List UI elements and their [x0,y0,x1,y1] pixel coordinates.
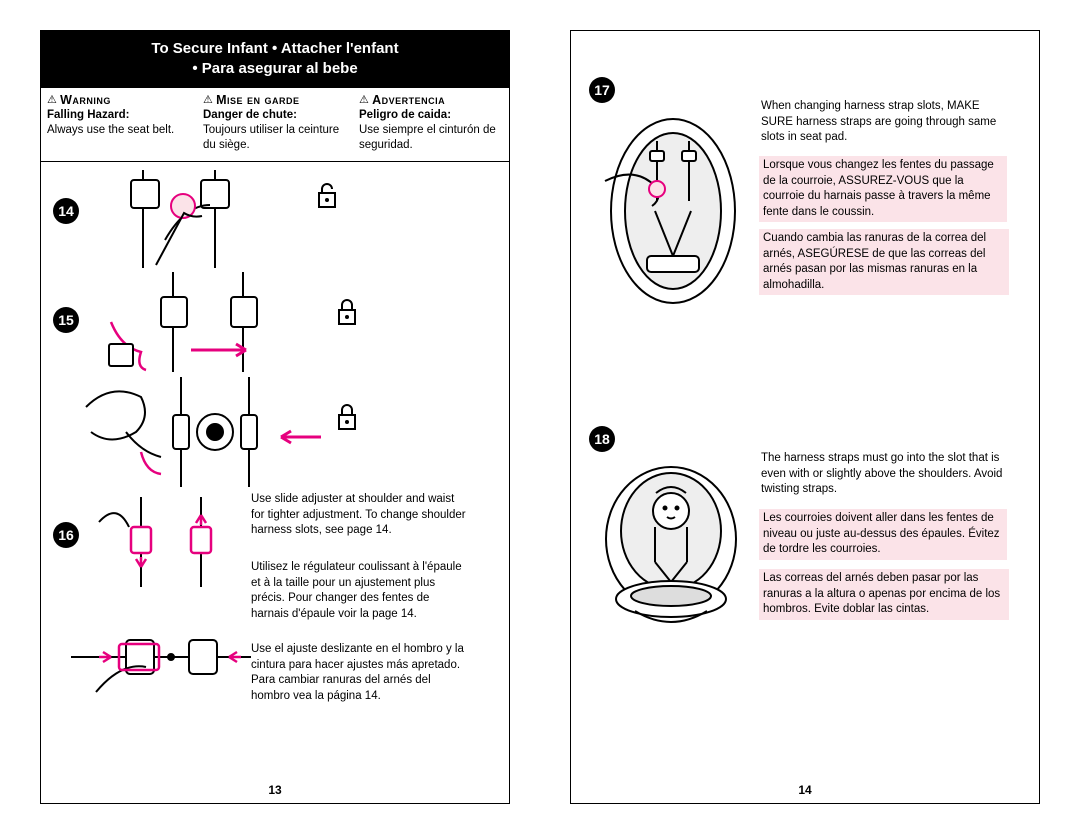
warning-fr: ⚠ Mise en garde Danger de chute: Toujour… [197,88,353,162]
page-13: To Secure Infant • Attacher l'enfant • P… [40,30,510,804]
step-badge-18: 18 [589,426,615,452]
warning-es-sub: Peligro de caida: [359,108,503,123]
step-18-number: 18 [594,431,610,447]
warning-icon: ⚠ [203,93,213,107]
warning-en-body: Always use the seat belt. [47,123,191,138]
step-badge-15: 15 [53,307,79,333]
step-15-number: 15 [58,312,74,328]
warning-icon: ⚠ [47,93,57,107]
warning-es-body: Use siempre el cinturón de seguridad. [359,123,503,153]
diagram-15b [81,377,331,487]
warning-fr-title: Mise en garde [216,93,299,107]
step-badge-16: 16 [53,522,79,548]
step18-text-en: The harness straps must go into the slot… [761,451,1006,498]
step17-text-en: When changing harness strap slots, MAKE … [761,99,1006,146]
diagram-18 [591,461,751,641]
page-number-13: 13 [41,783,509,797]
diagram-14 [101,170,291,268]
section-header: To Secure Infant • Attacher l'enfant • P… [41,31,509,88]
step17-text-fr: Lorsque vous changez les fentes du passa… [759,156,1007,222]
header-line-2: • Para asegurar al bebe [192,60,357,77]
warning-en-title: Warning [60,93,111,107]
step-17-number: 17 [594,82,610,98]
warning-en-sub: Falling Hazard: [47,108,191,123]
step-14-number: 14 [58,203,74,219]
warning-es-title: Advertencia [372,93,445,107]
step16-text-fr: Utilisez le régulateur coulissant à l'ép… [251,560,466,622]
diagram-17 [595,111,745,311]
warning-row: ⚠ Warning Falling Hazard: Always use the… [41,88,509,163]
step-badge-17: 17 [589,77,615,103]
warning-en: ⚠ Warning Falling Hazard: Always use the… [41,88,197,162]
step17-text-es: Cuando cambia las ranuras de la correa d… [759,229,1009,295]
warning-fr-sub: Danger de chute: [203,108,347,123]
step-16-number: 16 [58,527,74,543]
diagram-15a [91,272,311,372]
right-content: 17 When changing [571,31,1039,803]
diagram-16a [91,497,241,587]
header-line-1: To Secure Infant • Attacher l'enfant [151,40,398,57]
unlock-icon [316,180,338,210]
page-14: 17 When changing [570,30,1040,804]
step-badge-14: 14 [53,198,79,224]
step18-text-fr: Les courroies doivent aller dans les fen… [759,509,1007,560]
left-content: 14 15 [41,162,509,803]
warning-es: ⚠ Advertencia Peligro de caida: Use siem… [353,88,509,162]
warning-icon: ⚠ [359,93,369,107]
step16-text-es: Use el ajuste deslizante en el hombro y … [251,642,469,704]
lock-icon [336,402,358,432]
step18-text-es: Las correas del arnés deben pasar por la… [759,569,1009,620]
step16-text-en: Use slide adjuster at shoulder and waist… [251,492,466,539]
warning-fr-body: Toujours utiliser la ceinture du siège. [203,123,347,153]
page-number-14: 14 [571,783,1039,797]
diagram-16b [71,602,251,712]
lock-icon [336,297,358,327]
